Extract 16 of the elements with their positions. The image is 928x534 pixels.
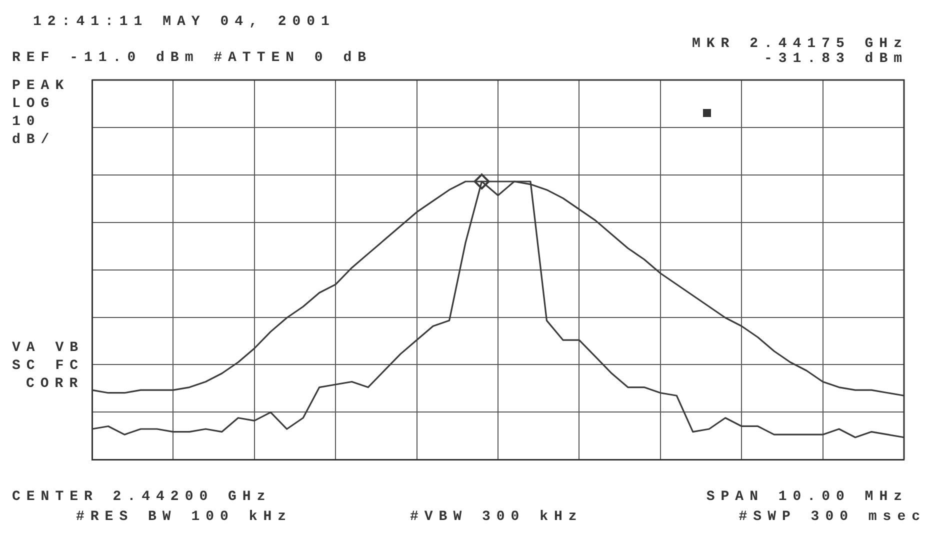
- text: -31.83 dBm: [764, 51, 908, 67]
- text: CORR: [26, 376, 84, 392]
- text: LOG: [12, 96, 56, 112]
- text: PEAK: [12, 78, 70, 94]
- text: CENTER 2.44200 GHz: [12, 489, 272, 505]
- text: SC FC: [12, 358, 84, 374]
- text: dB/: [12, 132, 56, 148]
- text: #RES BW 100 kHz: [76, 509, 292, 525]
- text: MKR 2.44175 GHz: [692, 36, 908, 52]
- text: 10: [12, 114, 41, 130]
- text: VA VB: [12, 340, 84, 356]
- text: 12:41:11 MAY 04, 2001: [33, 14, 336, 30]
- text: REF -11.0 dBm #ATTEN 0 dB: [12, 50, 372, 66]
- text: SPAN 10.00 MHz: [706, 489, 908, 505]
- text: #VBW 300 kHz: [410, 509, 583, 525]
- text: #SWP 300 msec: [738, 509, 926, 525]
